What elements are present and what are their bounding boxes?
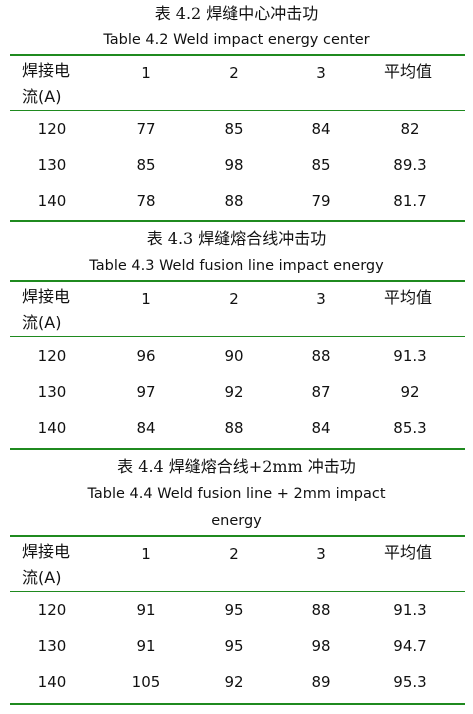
table-bottom-rule [10, 220, 465, 222]
header-average: 平均值 [384, 543, 433, 562]
table-caption-en-line1: Table 4.4 Weld fusion line + 2mm impact [87, 486, 386, 502]
header-sample-3: 3 [316, 545, 326, 563]
table-caption-zh: 表 4.2 焊缝中心冲击功 [154, 4, 319, 23]
cell-average: 94.7 [393, 637, 427, 655]
cell-sample-1: 97 [136, 383, 156, 401]
cell-sample-2: 98 [224, 156, 244, 174]
cell-sample-3: 98 [311, 637, 331, 655]
cell-current: 120 [37, 120, 67, 138]
cell-current: 120 [37, 601, 67, 619]
cell-sample-1: 91 [136, 601, 156, 619]
cell-sample-2: 88 [224, 419, 244, 437]
cell-sample-1: 78 [136, 192, 156, 210]
header-sample-3: 3 [316, 64, 326, 82]
header-current-line1: 焊接电 [22, 287, 71, 306]
cell-sample-3: 88 [311, 601, 331, 619]
header-average: 平均值 [384, 288, 433, 307]
cell-sample-3: 88 [311, 347, 331, 365]
header-rule [10, 591, 465, 592]
cell-current: 140 [37, 673, 67, 691]
header-rule [10, 110, 465, 111]
cell-sample-3: 87 [311, 383, 331, 401]
cell-sample-2: 88 [224, 192, 244, 210]
cell-sample-3: 84 [311, 419, 331, 437]
cell-average: 95.3 [393, 673, 427, 691]
header-current-line2: 流(A) [22, 313, 62, 332]
cell-average: 81.7 [393, 192, 427, 210]
header-sample-2: 2 [229, 290, 239, 308]
cell-average: 91.3 [393, 601, 427, 619]
table-caption-en: Table 4.3 Weld fusion line impact energy [89, 258, 384, 274]
cell-sample-3: 89 [311, 673, 331, 691]
cell-current: 130 [37, 637, 67, 655]
table-caption-en: Table 4.2 Weld impact energy center [103, 32, 370, 48]
table-caption-zh: 表 4.4 焊缝熔合线+2mm 冲击功 [117, 457, 356, 476]
cell-sample-1: 85 [136, 156, 156, 174]
cell-sample-2: 85 [224, 120, 244, 138]
header-rule [10, 336, 465, 337]
cell-current: 140 [37, 192, 67, 210]
table-bottom-rule [10, 703, 465, 705]
header-average: 平均值 [384, 62, 433, 81]
header-sample-1: 1 [141, 64, 151, 82]
table-top-rule [10, 280, 465, 282]
cell-average: 85.3 [393, 419, 427, 437]
header-current-line2: 流(A) [22, 87, 62, 106]
cell-sample-1: 84 [136, 419, 156, 437]
cell-current: 130 [37, 383, 67, 401]
cell-sample-2: 90 [224, 347, 244, 365]
cell-current: 130 [37, 156, 67, 174]
header-sample-2: 2 [229, 64, 239, 82]
header-sample-2: 2 [229, 545, 239, 563]
header-sample-1: 1 [141, 290, 151, 308]
cell-average: 92 [400, 383, 420, 401]
cell-sample-2: 95 [224, 601, 244, 619]
cell-sample-3: 79 [311, 192, 331, 210]
cell-sample-1: 96 [136, 347, 156, 365]
cell-average: 89.3 [393, 156, 427, 174]
header-current-line2: 流(A) [22, 568, 62, 587]
header-current-line1: 焊接电 [22, 542, 71, 561]
table-top-rule [10, 535, 465, 537]
cell-current: 120 [37, 347, 67, 365]
header-current-line1: 焊接电 [22, 61, 71, 80]
cell-sample-3: 84 [311, 120, 331, 138]
cell-sample-2: 92 [224, 383, 244, 401]
cell-sample-1: 77 [136, 120, 156, 138]
table-bottom-rule [10, 448, 465, 450]
cell-average: 91.3 [393, 347, 427, 365]
cell-average: 82 [400, 120, 420, 138]
table-caption-en-line2: energy [211, 513, 262, 529]
table-caption-zh: 表 4.3 焊缝熔合线冲击功 [146, 229, 327, 248]
cell-sample-2: 95 [224, 637, 244, 655]
cell-sample-3: 85 [311, 156, 331, 174]
cell-current: 140 [37, 419, 67, 437]
cell-sample-2: 92 [224, 673, 244, 691]
table-top-rule [10, 54, 465, 56]
header-sample-1: 1 [141, 545, 151, 563]
header-sample-3: 3 [316, 290, 326, 308]
cell-sample-1: 105 [131, 673, 161, 691]
cell-sample-1: 91 [136, 637, 156, 655]
